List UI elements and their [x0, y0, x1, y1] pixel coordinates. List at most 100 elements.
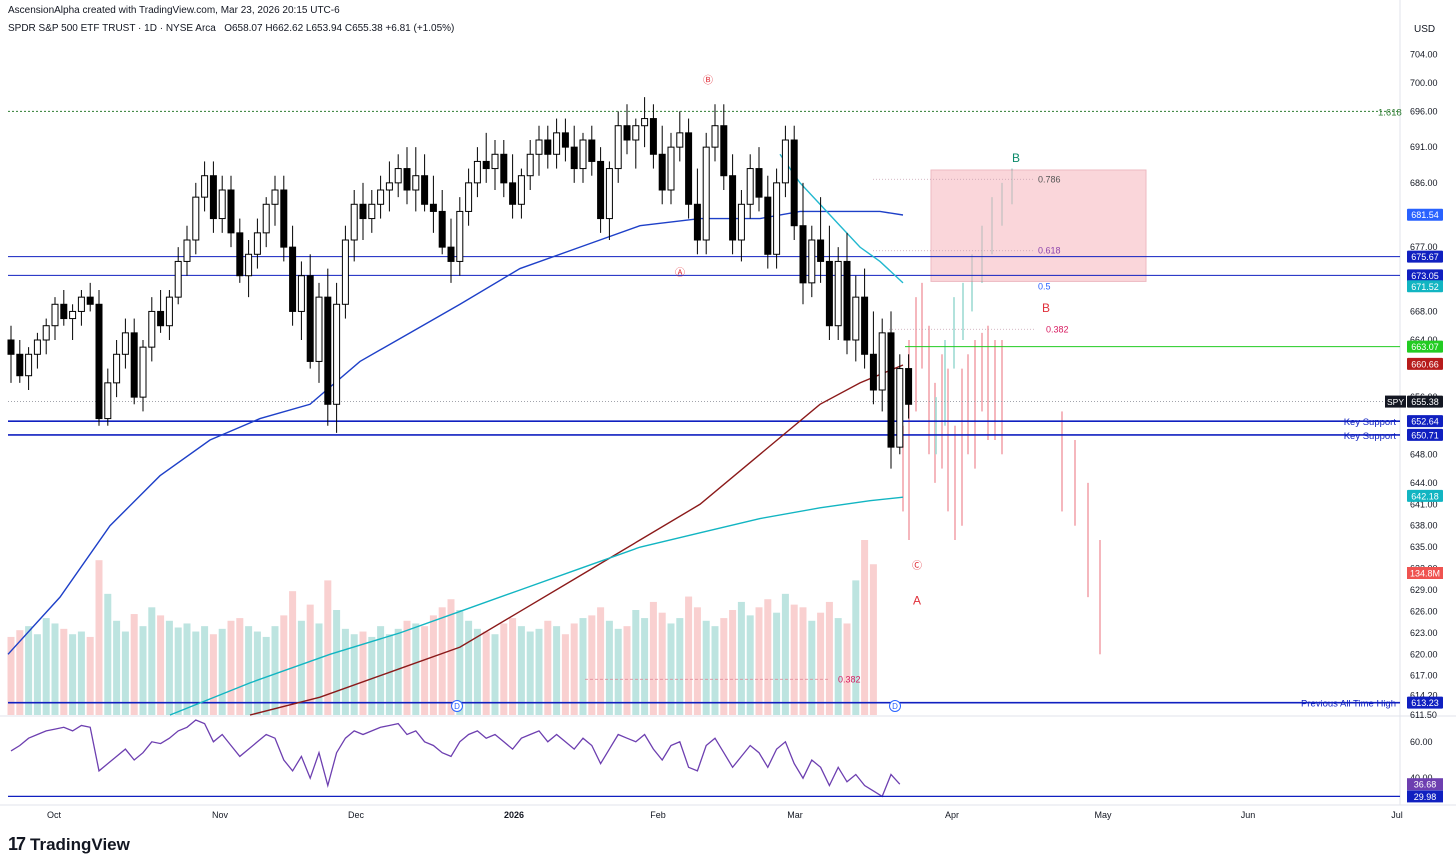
candle-body — [517, 175, 525, 205]
volume-bar — [500, 623, 508, 715]
volume-bar — [289, 591, 297, 715]
tradingview-logo[interactable]: 17 TradingView — [8, 834, 130, 855]
candle-body — [218, 189, 226, 220]
candle-body — [623, 125, 631, 141]
volume-bar — [218, 628, 226, 715]
volume-bar — [271, 626, 279, 715]
price-tick-label: 614.20 — [1410, 691, 1438, 701]
candle-body — [676, 132, 684, 148]
volume-bar — [429, 615, 437, 715]
candle-body — [869, 353, 877, 391]
volume-bar — [579, 618, 587, 715]
price-badge-text: 613.23 — [1411, 698, 1439, 708]
price-badge-text: 655.38 — [1411, 397, 1439, 407]
volume-bar — [183, 623, 191, 715]
price-badge — [1407, 428, 1443, 441]
candle-body — [403, 168, 411, 191]
price-tick-label: 629.00 — [1410, 585, 1438, 595]
fib-label: 0.5 — [1038, 281, 1051, 291]
time-tick-label: Jun — [1241, 810, 1256, 820]
volume-bar — [368, 636, 376, 715]
candle-body — [350, 203, 358, 241]
candle-body — [60, 303, 68, 320]
volume-bar — [324, 580, 332, 715]
candle-body — [465, 182, 473, 212]
volume-bar — [253, 631, 261, 715]
candle-body — [394, 168, 402, 184]
volume-bar — [236, 618, 244, 715]
candle-body — [790, 139, 798, 227]
price-tick-label: 641.00 — [1410, 499, 1438, 509]
volume-bar — [834, 618, 842, 715]
currency-label[interactable]: USD — [1414, 24, 1436, 35]
volume-bar — [465, 620, 473, 715]
volume-bar — [817, 612, 825, 715]
rsi-line — [10, 719, 901, 798]
candle-body — [729, 175, 737, 241]
volume-bar — [693, 607, 701, 715]
divergence-marker-label: D — [454, 702, 460, 711]
candle-body — [773, 182, 781, 255]
volume-bar — [544, 620, 552, 715]
candle-body — [333, 303, 341, 405]
tradingview-brand: TradingView — [30, 834, 130, 854]
time-tick-label: Jul — [1391, 810, 1403, 820]
wave-label: A — [913, 594, 921, 608]
price-badge — [1407, 280, 1443, 293]
candle-body — [33, 339, 41, 355]
candle-body — [412, 175, 420, 191]
candle-body — [553, 132, 561, 155]
candle-body — [113, 353, 121, 384]
symbol-tag-text: SPY — [1387, 397, 1404, 407]
sma-line-blue — [7, 210, 904, 655]
candle-body — [429, 203, 437, 212]
volume-bar — [597, 607, 605, 715]
time-tick-label: Mar — [787, 810, 803, 820]
candle-body — [174, 260, 182, 298]
candle-body — [764, 196, 772, 255]
price-tick-label: 635.00 — [1410, 542, 1438, 552]
volume-badge — [1407, 567, 1443, 579]
volume-bar — [702, 620, 710, 715]
volume-bar — [165, 620, 173, 715]
volume-bar — [412, 623, 420, 715]
time-tick-label: Feb — [650, 810, 666, 820]
candle-body — [685, 132, 693, 205]
candle-body — [614, 125, 622, 170]
volume-bar — [77, 631, 85, 715]
candle-body — [16, 353, 24, 377]
price-badge-text: 671.52 — [1411, 282, 1439, 292]
candle-body — [500, 153, 508, 184]
candle-body — [649, 118, 657, 155]
price-tick-label: 691.00 — [1410, 142, 1438, 152]
candle-body — [561, 132, 569, 148]
volume-bar — [350, 634, 358, 715]
price-tick-label: 677.00 — [1410, 242, 1438, 252]
price-badge-text: 663.07 — [1411, 342, 1439, 352]
volume-bar — [95, 560, 103, 715]
candle-body — [86, 296, 94, 305]
price-tick-label: 648.00 — [1410, 449, 1438, 459]
volume-bar — [553, 626, 561, 715]
volume-bar — [421, 626, 429, 715]
candle-body — [878, 332, 886, 391]
volume-bar — [341, 628, 349, 715]
candle-body — [421, 175, 429, 205]
volume-bar — [790, 604, 798, 715]
volume-bar — [104, 593, 112, 715]
volume-bar — [51, 623, 59, 715]
candle-body — [148, 310, 156, 348]
price-badge-text: 652.64 — [1411, 417, 1439, 427]
price-tick-label: 611.50 — [1410, 710, 1437, 720]
candle-body — [139, 346, 147, 398]
candle-body — [69, 310, 77, 320]
candle-body — [711, 125, 719, 148]
candle-body — [491, 153, 499, 170]
candle-body — [95, 303, 103, 420]
symbol-legend[interactable]: SPDR S&P 500 ETF TRUST · 1D · NYSE Arca … — [8, 23, 454, 34]
time-tick-label: Oct — [47, 810, 62, 820]
volume-bar — [605, 620, 613, 715]
price-tick-label: 696.00 — [1410, 106, 1438, 116]
volume-bar — [658, 612, 666, 715]
